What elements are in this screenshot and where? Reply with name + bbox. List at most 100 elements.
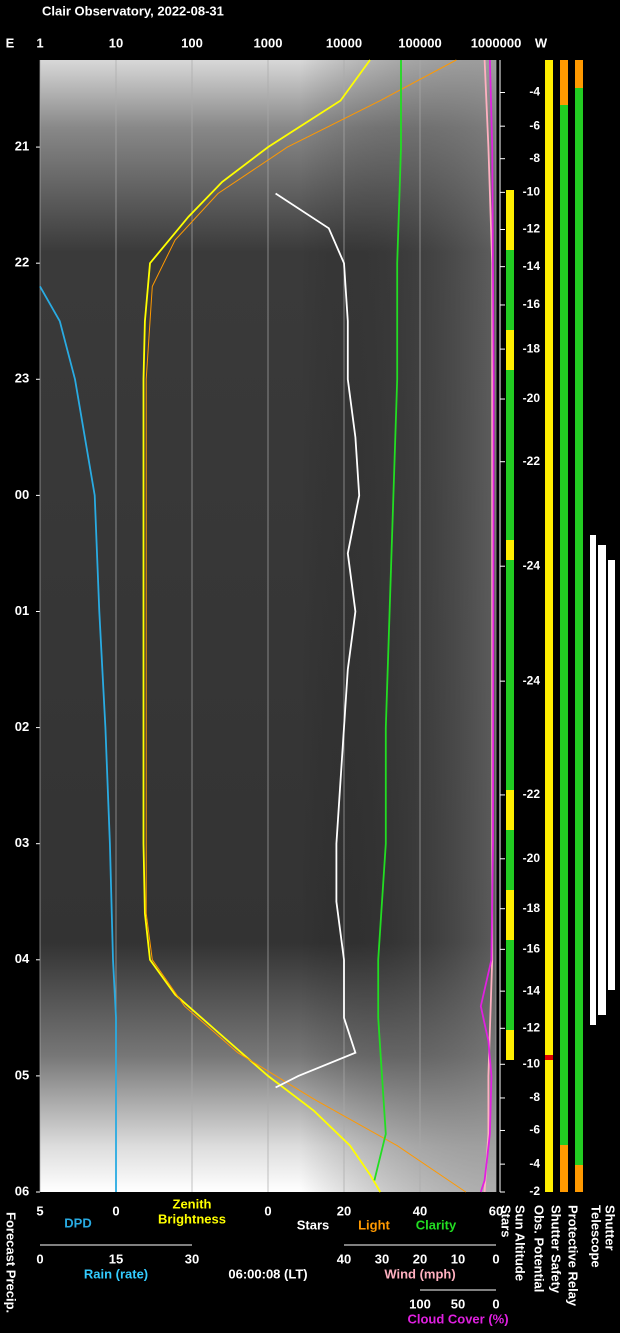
series-line	[142, 59, 382, 1193]
shutter-safety	[545, 1055, 553, 1060]
series-line	[145, 59, 467, 1193]
y-tick-label: 01	[15, 603, 29, 618]
timestamp: 06:00:08 (LT)	[228, 1266, 307, 1281]
series-line	[483, 59, 494, 1193]
protective-relay	[560, 60, 568, 105]
x-tick-label: 10	[109, 35, 123, 50]
telescope-bar	[598, 545, 606, 1015]
x-tick-label: 0	[36, 1251, 43, 1266]
protective-relay	[560, 60, 568, 1192]
sun-altitude-label: -20	[523, 851, 541, 865]
x-tick-label: 10000	[326, 35, 362, 50]
x-tick-label: 50	[451, 1296, 465, 1311]
x-tick-label: 0	[112, 1203, 119, 1218]
x-tick-label: 30	[375, 1251, 389, 1266]
sun-altitude-label: -6	[529, 118, 540, 132]
sun-altitude-label: -24	[523, 673, 541, 687]
y-tick-label: 00	[15, 487, 29, 502]
y-tick-label: 03	[15, 835, 29, 850]
sun-altitude-label: -22	[523, 787, 541, 801]
legend-label: Clarity	[416, 1217, 457, 1232]
sun-altitude-label: -24	[523, 558, 541, 572]
axis-title: Zenith	[173, 1196, 212, 1211]
sun-altitude-label: -6	[529, 1123, 540, 1137]
sun-altitude-label: -22	[523, 454, 541, 468]
y-tick-label: 04	[15, 951, 30, 966]
legend-label: Stars	[297, 1217, 330, 1232]
x-tick-label: 1	[36, 35, 43, 50]
axis-title: DPD	[64, 1215, 91, 1230]
y-tick-label: 05	[15, 1067, 29, 1082]
telescope-shutter	[575, 60, 583, 1192]
series-line	[479, 59, 495, 1193]
protective-relay	[560, 1145, 568, 1192]
obs-potential	[506, 560, 514, 790]
x-tick-label: 100000	[398, 35, 441, 50]
status-label: Stars	[499, 1205, 514, 1238]
shutter-safety	[545, 60, 553, 1192]
x-tick-label: 30	[185, 1251, 199, 1266]
sun-altitude-label: -10	[523, 1056, 541, 1070]
obs-potential	[506, 250, 514, 330]
x-tick-label: 40	[413, 1203, 427, 1218]
x-tick-label: 20	[413, 1251, 427, 1266]
sun-altitude-label: -4	[529, 1156, 540, 1170]
chart-title: Clair Observatory, 2022-08-31	[42, 3, 224, 18]
sun-altitude-label: -18	[523, 341, 541, 355]
y-tick-label: 22	[15, 255, 29, 270]
sun-altitude-label: -4	[529, 85, 540, 99]
sun-altitude-label: -16	[523, 942, 541, 956]
x-tick-label: 0	[264, 1203, 271, 1218]
sun-altitude-label: -2	[529, 1184, 540, 1198]
sun-altitude-label: -16	[523, 297, 541, 311]
axis-title: Rain (rate)	[84, 1266, 148, 1281]
x-tick-label: 5	[36, 1203, 43, 1218]
series-line	[39, 285, 117, 1192]
obs-potential	[506, 940, 514, 1030]
sun-altitude-label: -10	[523, 185, 541, 199]
axis-title: Wind (mph)	[384, 1266, 455, 1281]
telescope-shutter	[575, 60, 583, 88]
telescope-shutter	[575, 1165, 583, 1192]
sun-altitude-label: -12	[523, 1020, 541, 1034]
y-tick-label: 02	[15, 719, 29, 734]
x-tick-label: 40	[337, 1251, 351, 1266]
status-label: Protective Relay	[566, 1205, 581, 1307]
sun-altitude-label: -8	[529, 151, 540, 165]
obs-potential	[506, 370, 514, 540]
y-tick-label: 06	[15, 1183, 29, 1198]
west-label: W	[535, 35, 548, 50]
sun-altitude-label: -8	[529, 1090, 540, 1104]
telescope-bar	[608, 560, 615, 990]
x-tick-label: 100	[181, 35, 203, 50]
x-tick-label: 100	[409, 1296, 431, 1311]
status-label: Obs. Potential	[532, 1205, 547, 1292]
x-tick-label: 10	[451, 1251, 465, 1266]
axis-title: Cloud Cover (%)	[407, 1311, 508, 1326]
x-tick-label: 20	[337, 1203, 351, 1218]
x-tick-label: 15	[109, 1251, 123, 1266]
status-label: Shutter Safety	[549, 1205, 564, 1294]
status-label: Sun Altitude	[513, 1205, 528, 1281]
x-tick-label: 1000	[254, 35, 283, 50]
status-label: Telescope	[589, 1205, 604, 1268]
axis-title: Brightness	[158, 1211, 226, 1226]
series-line	[373, 60, 402, 1181]
sun-altitude-label: -18	[523, 901, 541, 915]
sun-altitude-label: -14	[523, 983, 541, 997]
x-tick-label: 1000000	[471, 35, 522, 50]
y-tick-label: 23	[15, 371, 29, 386]
x-tick-label: 0	[492, 1251, 499, 1266]
x-tick-label: 60	[489, 1203, 503, 1218]
sun-altitude-label: -14	[523, 259, 541, 273]
telescope-bar	[590, 535, 596, 1025]
legend-label: Light	[358, 1217, 390, 1232]
obs-potential	[506, 830, 514, 890]
sun-altitude-label: -12	[523, 222, 541, 236]
series-line	[275, 192, 361, 1089]
y-tick-label: 21	[15, 139, 29, 154]
sun-altitude-label: -20	[523, 391, 541, 405]
east-label: E	[6, 35, 15, 50]
